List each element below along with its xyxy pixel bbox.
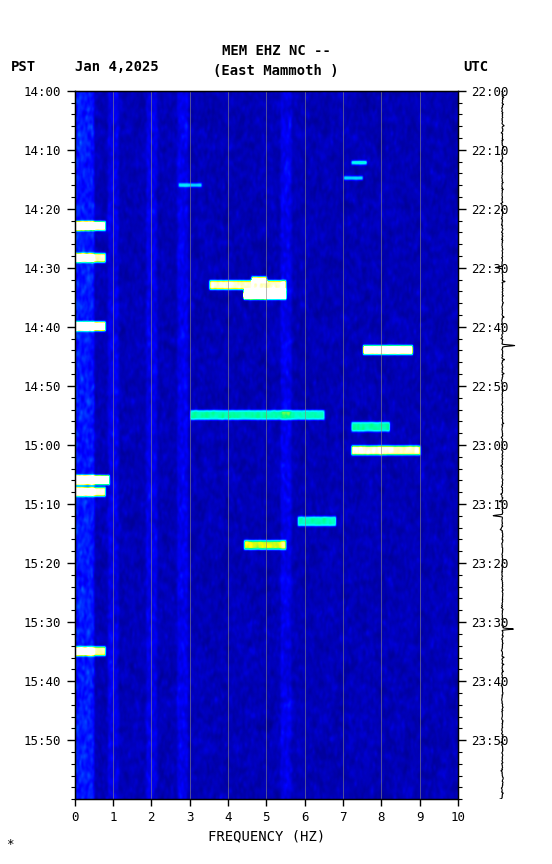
Text: *: * — [6, 838, 13, 851]
Text: UTC: UTC — [464, 60, 489, 74]
Text: PST: PST — [11, 60, 36, 74]
Text: MEM EHZ NC --: MEM EHZ NC -- — [221, 44, 331, 58]
Text: (East Mammoth ): (East Mammoth ) — [213, 64, 339, 78]
X-axis label: FREQUENCY (HZ): FREQUENCY (HZ) — [208, 829, 325, 843]
Text: Jan 4,2025: Jan 4,2025 — [75, 60, 158, 74]
